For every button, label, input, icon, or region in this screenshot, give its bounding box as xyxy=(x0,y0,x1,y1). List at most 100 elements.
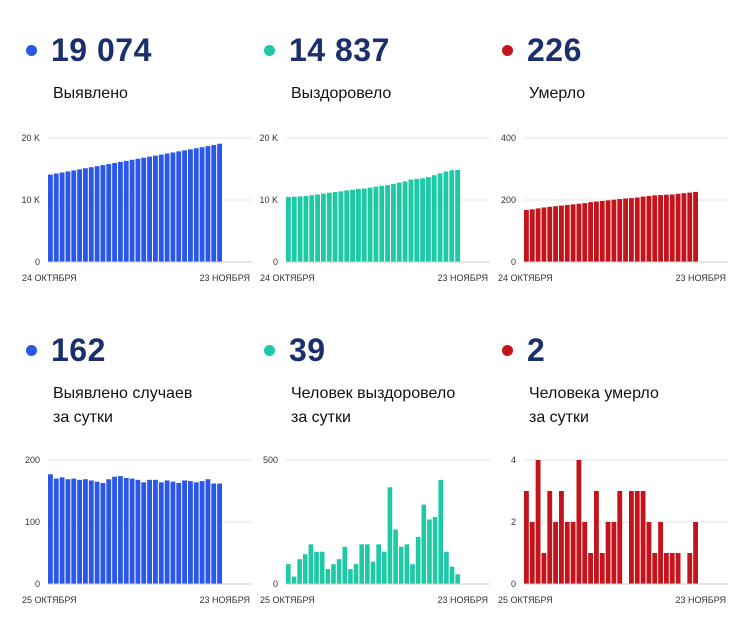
bar xyxy=(449,566,455,584)
bar xyxy=(658,522,663,584)
bar xyxy=(217,483,222,584)
bar xyxy=(112,476,117,584)
stat-label: Умерло xyxy=(529,85,586,102)
bar xyxy=(359,544,365,584)
bar xyxy=(396,182,402,262)
bar xyxy=(71,170,77,262)
bar xyxy=(588,202,593,262)
bar xyxy=(170,152,176,262)
stat-value: 19 074 xyxy=(51,31,152,68)
bar xyxy=(449,170,455,262)
bar xyxy=(211,483,217,584)
bar xyxy=(640,491,646,584)
bar xyxy=(211,145,217,262)
bar xyxy=(88,167,94,262)
bar xyxy=(410,564,415,584)
bar xyxy=(547,491,553,584)
dot-icon xyxy=(264,344,275,356)
bar xyxy=(83,479,88,584)
bar xyxy=(217,143,222,262)
x-tick-label-start: 24 ОКТЯБРЯ xyxy=(260,273,315,283)
bar xyxy=(53,478,59,584)
stat-label: Выявлено случаев за сутки xyxy=(53,385,193,426)
x-tick-label-end: 23 НОЯБРЯ xyxy=(199,595,250,605)
bar xyxy=(314,551,319,584)
bar xyxy=(681,193,687,262)
bar xyxy=(617,491,623,584)
bar xyxy=(652,553,658,584)
bar xyxy=(553,522,558,584)
bar xyxy=(576,460,582,584)
panel-died-daily: 2 Человека умерло за сутки 0 2 4 25 ОКТЯБРЯ… xyxy=(494,330,732,630)
stat: 2 xyxy=(502,330,545,370)
x-tick-label-start: 24 ОКТЯБРЯ xyxy=(498,273,553,283)
bar xyxy=(664,194,669,262)
bar xyxy=(94,166,100,262)
bar xyxy=(59,172,65,262)
bar xyxy=(535,460,541,584)
bar xyxy=(379,185,385,262)
bar xyxy=(344,190,350,262)
bar xyxy=(291,196,297,262)
y-tick-label: 20 K xyxy=(21,133,40,143)
bar xyxy=(321,193,326,262)
bar xyxy=(158,154,164,262)
bar xyxy=(385,185,390,262)
bar xyxy=(338,191,344,262)
bar xyxy=(387,487,393,584)
bar xyxy=(408,179,414,262)
bar xyxy=(646,522,652,584)
panel-recovered-total: 14 837 Выздоровело 0 10 K 20 K 24 ОКТЯБРЯ 23… xyxy=(256,30,494,330)
bar xyxy=(564,522,570,584)
bar xyxy=(48,174,53,262)
bar xyxy=(361,188,367,262)
y-tick-label: 0 xyxy=(35,579,40,589)
bar xyxy=(582,522,588,584)
bar xyxy=(427,519,432,584)
bar xyxy=(582,203,588,262)
bar xyxy=(88,480,94,584)
bar xyxy=(59,477,65,584)
bar xyxy=(141,157,147,262)
bar xyxy=(629,198,634,262)
bar xyxy=(687,553,693,584)
x-tick-label-end: 23 НОЯБРЯ xyxy=(437,273,488,283)
bar xyxy=(135,158,141,262)
bar xyxy=(182,150,187,262)
bar xyxy=(611,199,617,262)
y-tick-label: 200 xyxy=(501,195,516,205)
bar xyxy=(431,175,437,262)
stat-label: Выявлено xyxy=(53,85,128,102)
bar xyxy=(176,151,182,262)
bar xyxy=(350,189,355,262)
bar xyxy=(123,160,129,262)
bar xyxy=(381,551,387,584)
bar xyxy=(664,553,669,584)
bar xyxy=(65,171,71,262)
bar xyxy=(398,546,404,584)
bar xyxy=(342,546,348,584)
bar xyxy=(336,559,342,584)
bar xyxy=(559,491,564,584)
bar xyxy=(576,203,582,262)
bar xyxy=(309,195,315,262)
bar xyxy=(325,569,331,584)
bar xyxy=(286,196,291,262)
died-daily-chart: 0 2 4 25 ОКТЯБРЯ 23 НОЯБРЯ xyxy=(498,455,728,605)
bar xyxy=(164,153,170,262)
y-tick-label: 400 xyxy=(501,133,516,143)
bar xyxy=(611,522,617,584)
bar xyxy=(547,206,553,262)
recovered-daily-chart: 0 500 25 ОКТЯБРЯ 23 НОЯБРЯ xyxy=(260,455,490,605)
bar xyxy=(297,196,303,262)
bar xyxy=(319,551,325,584)
x-tick-label-start: 25 ОКТЯБРЯ xyxy=(498,595,553,605)
bar xyxy=(529,522,535,584)
bar xyxy=(420,178,425,262)
detected-total-chart: 0 10 K 20 K 24 ОКТЯБРЯ 23 НОЯБРЯ xyxy=(21,133,252,283)
stat-value: 162 xyxy=(51,331,106,368)
bar xyxy=(164,480,170,584)
bar xyxy=(356,188,361,262)
bar xyxy=(535,208,541,262)
y-tick-label: 4 xyxy=(511,455,516,465)
